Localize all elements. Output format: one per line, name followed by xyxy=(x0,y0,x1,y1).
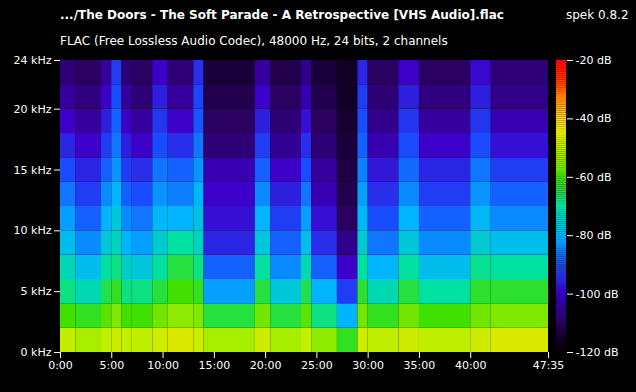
html-text:FLAC (Free Lossless Audio Code: FLAC (Free Lossless Audio Codec), 48000 … xyxy=(60,34,448,48)
svg-text:15 kHz: 15 kHz xyxy=(14,164,52,177)
svg-text:35:00: 35:00 xyxy=(404,359,436,372)
svg-text:-40 dB: -40 dB xyxy=(576,112,612,125)
svg-text:-80 dB: -80 dB xyxy=(576,229,612,242)
html-text:spek 0.8.2: spek 0.8.2 xyxy=(566,8,629,22)
svg-text:5 kHz: 5 kHz xyxy=(21,285,52,298)
svg-text:25:00: 25:00 xyxy=(301,359,333,372)
svg-text:20 kHz: 20 kHz xyxy=(14,103,52,116)
svg-text:-100 dB: -100 dB xyxy=(576,288,619,301)
svg-text:15:00: 15:00 xyxy=(198,359,230,372)
svg-text:10:00: 10:00 xyxy=(147,359,179,372)
svg-text:47:35: 47:35 xyxy=(533,359,565,372)
svg-text:0:00: 0:00 xyxy=(48,359,73,372)
svg-text:-120 dB: -120 dB xyxy=(576,346,619,359)
svg-text:5:00: 5:00 xyxy=(99,359,124,372)
svg-text:-20 dB: -20 dB xyxy=(576,54,612,67)
svg-text:24 kHz: 24 kHz xyxy=(14,54,52,67)
svg-text:-60 dB: -60 dB xyxy=(576,171,612,184)
svg-text:30:00: 30:00 xyxy=(352,359,384,372)
svg-text:0 kHz: 0 kHz xyxy=(21,346,52,359)
svg-text:40:00: 40:00 xyxy=(455,359,487,372)
html-text:.../The Doors - The Soft Parad: .../The Doors - The Soft Parade - A Retr… xyxy=(60,8,504,22)
svg-text:10 kHz: 10 kHz xyxy=(14,224,52,237)
svg-text:20:00: 20:00 xyxy=(250,359,282,372)
